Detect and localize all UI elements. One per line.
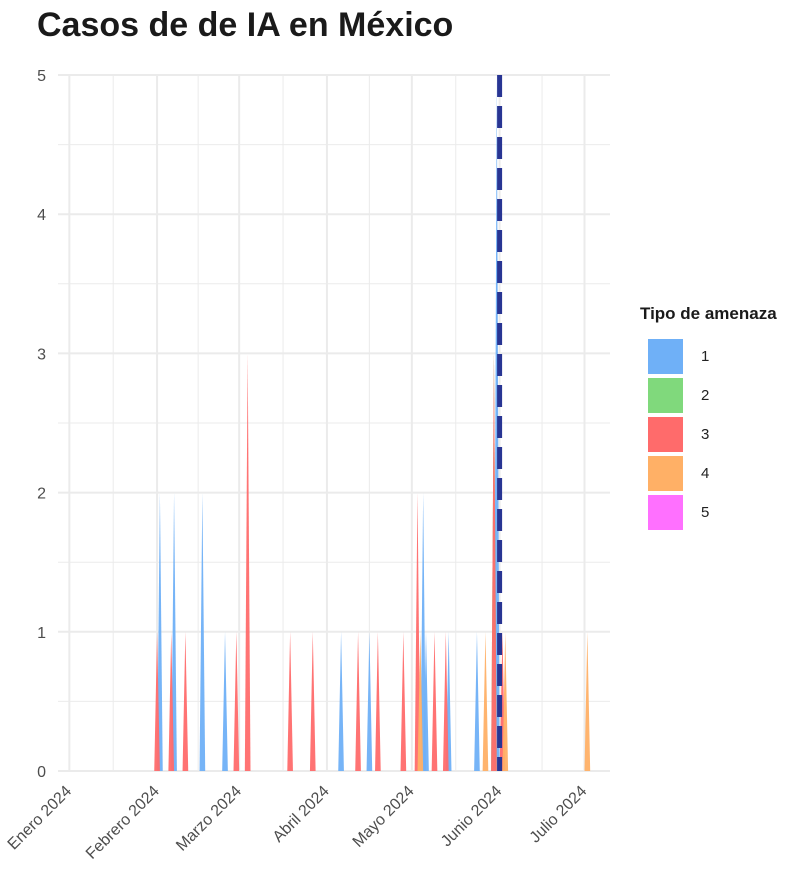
legend-swatch [648, 378, 683, 413]
y-tick-label: 4 [37, 207, 46, 224]
area-spike-series-3 [154, 631, 160, 771]
area-spike-series-1 [423, 631, 429, 771]
x-axis-ticks: Enero 2024 Febrero 2024 Marzo 2024 Abril 20… [5, 783, 591, 863]
area-spike-series-4 [482, 631, 489, 771]
chart-title: Casos de de IA en México [37, 6, 454, 44]
legend-swatch [648, 417, 683, 452]
area-spike-series-4 [584, 631, 591, 771]
y-axis-ticks: 0 1 2 3 4 5 [37, 68, 46, 781]
area-spike-series-1 [222, 631, 228, 771]
legend-item: 4 [640, 454, 777, 493]
area-spike-series-3 [355, 631, 361, 771]
area-spike-series-3 [442, 631, 449, 771]
area-spike-series-3 [309, 631, 316, 771]
area-spike-series-1 [366, 631, 373, 771]
area-spike-series-3 [287, 631, 293, 771]
legend-label: 4 [701, 465, 710, 482]
legend-label: 2 [701, 387, 710, 404]
legend-item: 5 [640, 493, 777, 532]
legend-item: 3 [640, 415, 777, 454]
y-tick-label: 1 [37, 625, 46, 642]
x-tick-label: Junio 2024 [438, 783, 505, 850]
y-tick-label: 3 [37, 346, 46, 363]
area-spike-series-3 [375, 631, 381, 771]
area-spike-series-3 [233, 631, 240, 771]
legend-swatch [648, 339, 683, 374]
legend-label: 1 [701, 348, 710, 365]
area-spike-series-3 [182, 631, 189, 771]
legend-items: 1 2 3 4 5 [640, 337, 777, 532]
grid-lines [58, 74, 610, 772]
x-tick-label: Julio 2024 [527, 783, 591, 847]
area-spike-series-1 [338, 631, 344, 771]
x-tick-label: Enero 2024 [5, 783, 76, 854]
area-spike-series-3 [168, 631, 175, 771]
legend-swatch [648, 495, 683, 530]
area-spike-series-1 [199, 492, 206, 771]
y-tick-label: 5 [37, 68, 46, 85]
legend-item: 2 [640, 376, 777, 415]
area-spike-series-4 [502, 631, 509, 771]
area-series [154, 75, 591, 771]
legend-label: 5 [701, 504, 710, 521]
legend-item: 1 [640, 337, 777, 376]
area-spike-series-4 [417, 631, 424, 771]
area-spike-series-1 [474, 631, 480, 771]
legend: Tipo de amenaza 1 2 3 4 5 [640, 304, 777, 532]
x-tick-label: Febrero 2024 [83, 783, 163, 863]
y-tick-label: 0 [37, 764, 46, 781]
x-tick-label: Mayo 2024 [350, 783, 418, 851]
x-tick-label: Marzo 2024 [173, 783, 245, 855]
y-tick-label: 2 [37, 486, 46, 503]
legend-label: 3 [701, 426, 710, 443]
area-spike-series-3 [400, 631, 407, 771]
area-spike-series-3 [431, 631, 438, 771]
legend-swatch [648, 456, 683, 491]
x-tick-label: Abril 2024 [270, 783, 333, 846]
area-spike-series-3 [244, 353, 251, 771]
legend-title: Tipo de amenaza [640, 304, 777, 323]
area-spike-series-3 [491, 353, 497, 771]
